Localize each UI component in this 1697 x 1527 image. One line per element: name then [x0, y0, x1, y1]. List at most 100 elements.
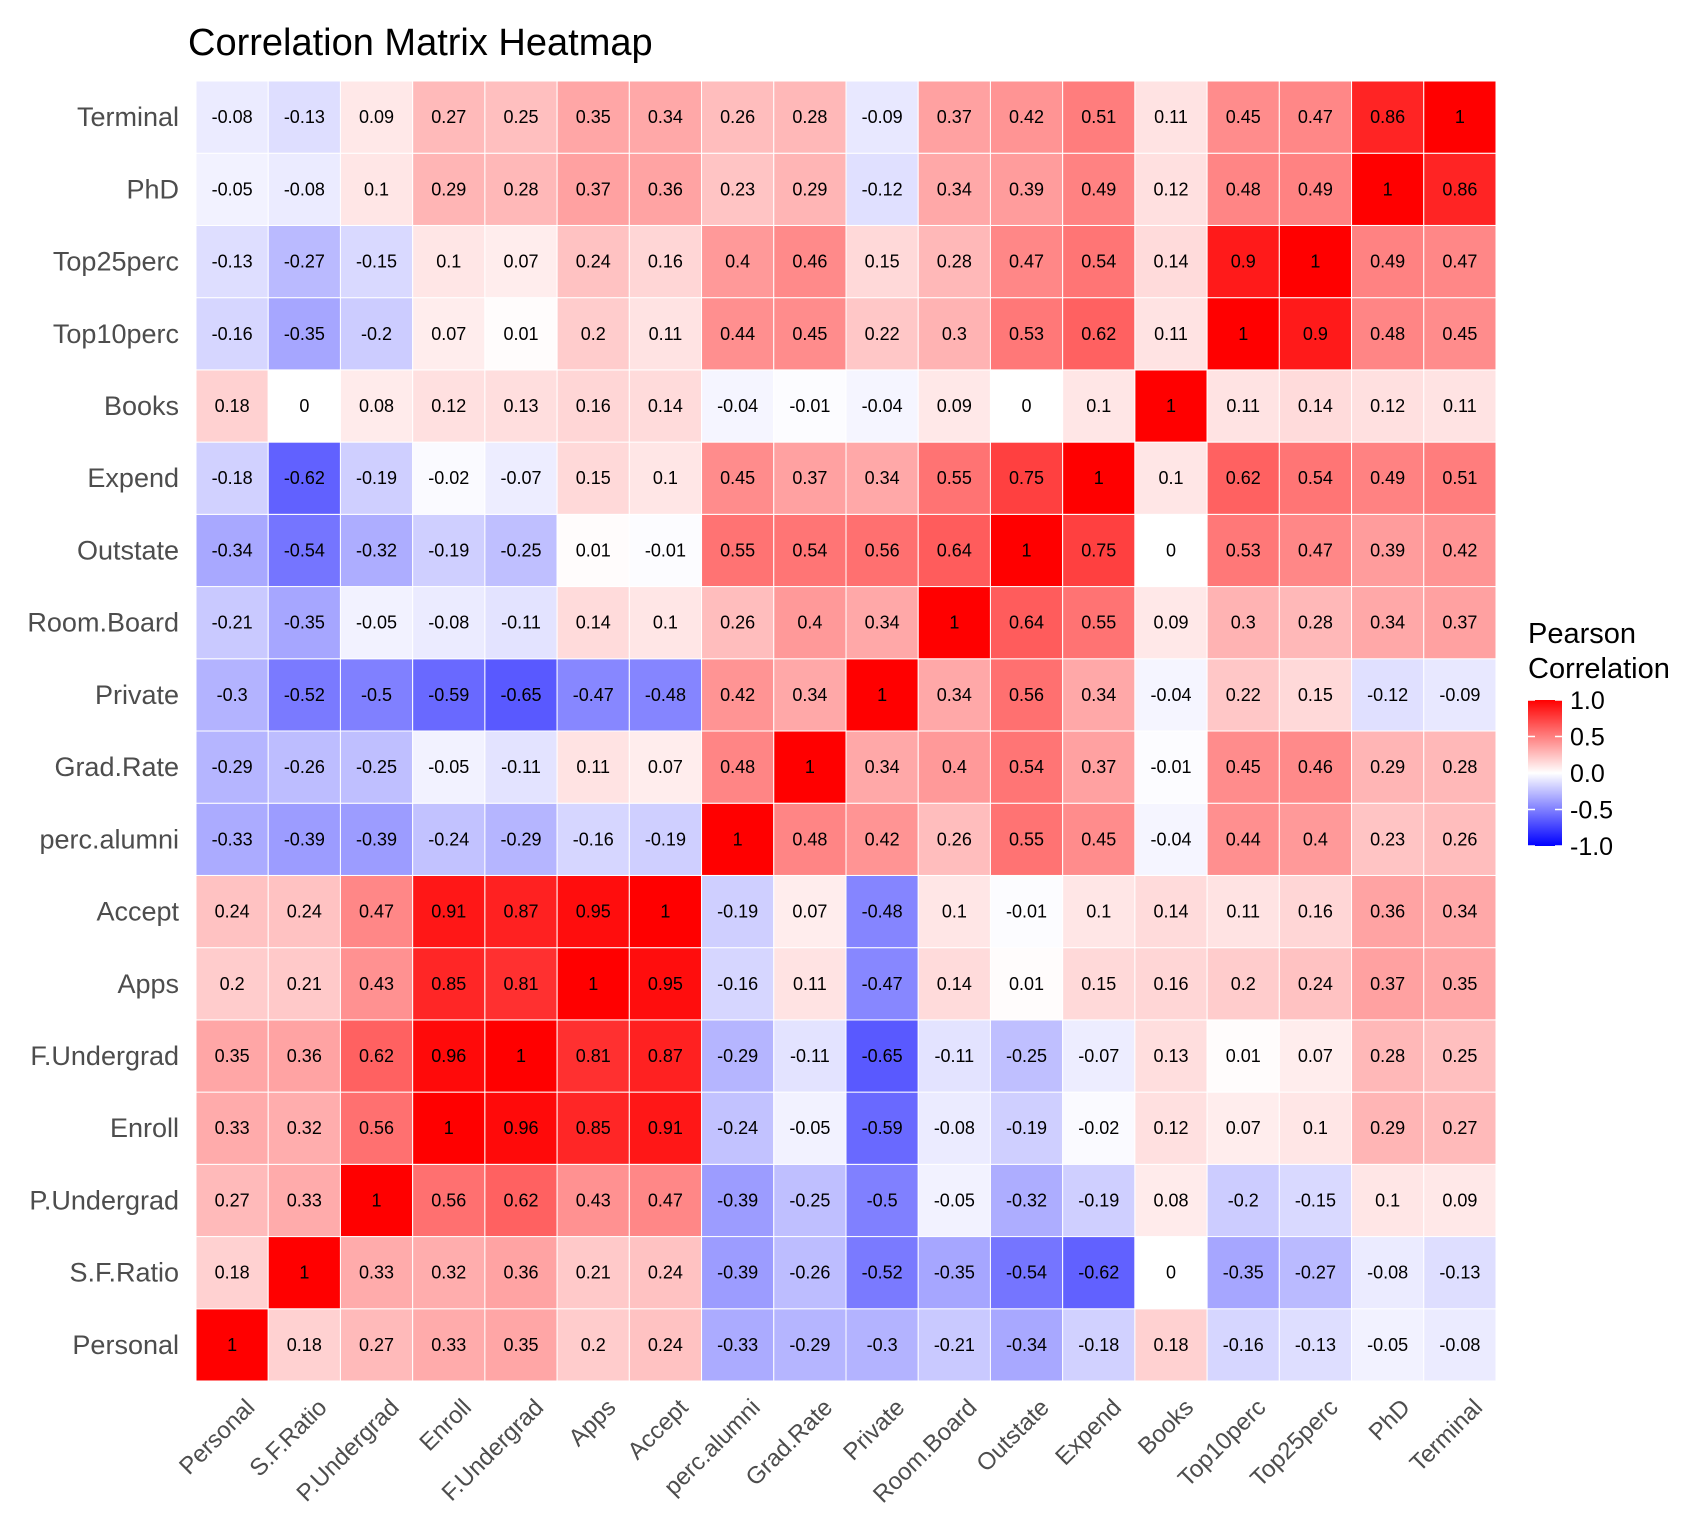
heatmap-cell: [917, 152, 991, 226]
cell-value-label: -0.09: [1439, 685, 1480, 705]
cell-value-label: 0.12: [1153, 1118, 1188, 1138]
cell-value-label: 0.47: [1298, 540, 1333, 560]
cell-value-label: 0.14: [648, 396, 683, 416]
heatmap-cell: [1062, 1091, 1136, 1165]
cell-value-label: 0.47: [359, 902, 394, 922]
heatmap-cell: [195, 1308, 269, 1382]
cell-value-label: 0: [299, 396, 309, 416]
heatmap-cell: [1062, 1019, 1136, 1093]
cell-value-label: -0.07: [500, 468, 541, 488]
cell-value-label: 0.24: [215, 902, 250, 922]
cell-value-label: -0.59: [862, 1118, 903, 1138]
cell-value-label: -0.35: [1223, 1263, 1264, 1283]
cell-value-label: -0.52: [862, 1263, 903, 1283]
cell-value-label: -0.19: [428, 540, 469, 560]
heatmap-cell: [1062, 513, 1136, 588]
cell-value-label: 0.51: [1081, 107, 1116, 127]
cell-value-label: 0.25: [1442, 1046, 1477, 1066]
heatmap-cell: [1351, 1163, 1425, 1238]
cell-value-label: -0.05: [212, 179, 253, 199]
y-tick-label: Enroll: [110, 1113, 179, 1143]
cell-value-label: -0.15: [356, 252, 397, 272]
cell-value-label: 0.15: [1081, 974, 1116, 994]
heatmap-cell: [628, 297, 703, 371]
cell-value-label: 0.11: [1226, 396, 1260, 416]
heatmap-cell: [484, 947, 558, 1021]
heatmap-cell: [1062, 586, 1136, 660]
cell-value-label: -0.2: [1228, 1190, 1259, 1210]
cell-value-label: 0.01: [1009, 974, 1044, 994]
cell-value-label: 0.07: [503, 252, 538, 272]
cell-value-label: 0.28: [503, 179, 538, 199]
cell-value-label: 0.34: [648, 107, 683, 127]
cell-value-label: 0.81: [503, 974, 538, 994]
heatmap-cell: [339, 730, 414, 804]
heatmap-cell: [195, 1019, 269, 1093]
heatmap-cell: [628, 513, 703, 588]
heatmap-cell: [701, 1091, 775, 1165]
heatmap-cell: [556, 513, 630, 588]
heatmap-cell: [556, 224, 630, 299]
heatmap-cell: [1278, 874, 1353, 949]
heatmap-cell: [917, 224, 991, 299]
cell-value-label: 0.42: [1442, 540, 1477, 560]
y-tick-label: F.Undergrad: [30, 1041, 179, 1071]
cell-value-label: 0.42: [720, 685, 755, 705]
heatmap-cell: [484, 874, 558, 949]
cell-value-label: 0.07: [1226, 1118, 1261, 1138]
heatmap-cell: [195, 369, 269, 443]
cell-value-label: 0.14: [1153, 252, 1188, 272]
cell-value-label: 0.08: [359, 396, 394, 416]
heatmap-cell: [773, 1163, 847, 1238]
cell-value-label: 0: [1022, 396, 1032, 416]
x-tick-label: Accept: [623, 1394, 694, 1465]
cell-value-label: 0.37: [1081, 757, 1116, 777]
heatmap-cell: [1351, 802, 1425, 876]
cell-value-label: 0.21: [576, 1263, 611, 1283]
heatmap-cell: [1278, 152, 1353, 226]
cell-value-label: -0.3: [867, 1335, 898, 1355]
cell-value-label: 0.11: [1226, 902, 1260, 922]
cell-value-label: 0.34: [865, 757, 900, 777]
heatmap-cell: [1278, 1308, 1353, 1382]
heatmap-cell: [267, 80, 341, 154]
cell-value-label: -0.26: [789, 1263, 830, 1283]
cell-value-label: 0.11: [576, 757, 610, 777]
heatmap-cell: [267, 1308, 341, 1382]
cell-value-label: 0.81: [576, 1046, 611, 1066]
cell-value-label: 0.22: [1226, 685, 1261, 705]
y-tick-label: PhD: [126, 174, 179, 204]
cell-value-label: 1: [227, 1335, 237, 1355]
cell-value-label: 0.3: [942, 324, 967, 344]
cell-value-label: 0.9: [1231, 252, 1256, 272]
cell-value-label: 0.48: [1370, 324, 1405, 344]
cell-value-label: -0.19: [1006, 1118, 1047, 1138]
heatmap-cell: [917, 369, 991, 443]
heatmap-cell: [1206, 369, 1280, 443]
cell-value-label: 0.48: [1226, 179, 1261, 199]
cell-value-label: -0.05: [1367, 1335, 1408, 1355]
heatmap-cell: [701, 586, 775, 660]
cell-value-label: 0.07: [431, 324, 466, 344]
heatmap-cell: [1351, 80, 1425, 154]
cell-value-label: 0.55: [937, 468, 972, 488]
cell-value-label: 0.75: [1081, 540, 1116, 560]
cell-value-label: 0.85: [576, 1118, 611, 1138]
heatmap-cell: [412, 802, 486, 876]
cell-value-label: -0.08: [1367, 1263, 1408, 1283]
x-tick-label: Private: [838, 1394, 910, 1466]
cell-value-label: 0.96: [431, 1046, 466, 1066]
heatmap-cell: [989, 658, 1064, 732]
cell-value-label: 0.47: [1442, 252, 1477, 272]
cell-value-label: 1: [877, 685, 887, 705]
cell-value-label: 0.54: [1081, 252, 1116, 272]
legend-tick-label: 0.5: [1570, 724, 1605, 752]
cell-value-label: 0.1: [1158, 468, 1183, 488]
legend-tick-label: 0.0: [1570, 760, 1605, 788]
heatmap-cell: [845, 1308, 919, 1382]
cell-value-label: 1: [1022, 540, 1032, 560]
cell-value-label: -0.04: [862, 396, 903, 416]
cell-value-label: 0.29: [792, 179, 827, 199]
cell-value-label: 0.28: [1442, 757, 1477, 777]
cell-value-label: 1: [733, 829, 743, 849]
